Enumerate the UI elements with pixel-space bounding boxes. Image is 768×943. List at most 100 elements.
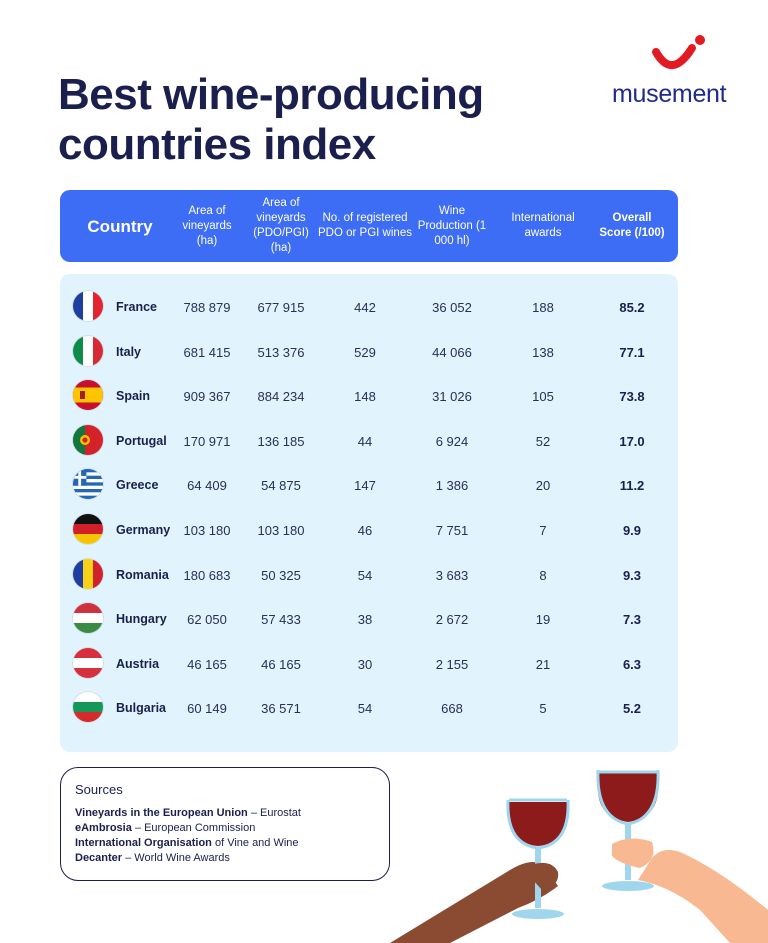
cell-pdo: 677 915 [257, 300, 305, 315]
cell-score: 7.3 [622, 612, 642, 628]
table-row: Bulgaria 60 149 36 571 54 668 5 5.2 [60, 686, 678, 731]
cell-awards: 20 [535, 478, 551, 494]
cell-prod: 31 026 [432, 389, 472, 405]
country-name: Romania [116, 567, 169, 582]
cell-area: 62 050 [187, 612, 227, 628]
brand-name: musement [612, 80, 727, 108]
table-header: Country Area of vineyards (ha) Area of v… [60, 190, 678, 262]
wine-toast-illustration [390, 769, 768, 943]
cell-awards: 7 [539, 523, 547, 538]
source-item: eAmbrosia – European Commission [75, 821, 375, 836]
cell-pdo: 103 180 [257, 523, 305, 538]
source-detail: – Eurostat [247, 807, 301, 819]
source-item: International Organisation of Vine and W… [75, 836, 375, 851]
france-flag-icon [73, 291, 103, 321]
cell-prod: 2 672 [435, 612, 469, 628]
cell-awards: 19 [535, 612, 551, 628]
table-row: Greece 64 409 54 875 147 1 386 20 11.2 [60, 463, 678, 508]
country-name: Austria [116, 656, 160, 671]
cell-reg: 148 [354, 389, 376, 405]
country-name: Portugal [116, 433, 167, 448]
header-awards: International awards [511, 212, 575, 239]
source-detail: of Vine and Wine [211, 837, 299, 849]
romania-flag-icon [73, 558, 103, 589]
bulgaria-flag-icon [73, 692, 103, 723]
country-name: Hungary [116, 612, 167, 627]
cell-prod: 6 924 [435, 433, 469, 449]
cell-score: 11.2 [619, 478, 645, 494]
spain-flag-icon [73, 380, 103, 411]
cell-reg: 54 [357, 567, 373, 583]
title-line-1: Best wine-producing [58, 70, 484, 119]
germany-flag-icon [73, 514, 103, 544]
header-production: Wine Production (1 000 hl) [417, 204, 487, 247]
cell-score: 9.3 [622, 567, 642, 583]
cell-reg: 54 [357, 701, 373, 717]
table-row: Italy 681 415 513 376 529 44 066 138 77.1 [60, 330, 678, 375]
header-country: Country [87, 216, 153, 236]
cell-awards: 21 [535, 656, 551, 672]
cell-reg: 442 [354, 300, 376, 315]
cell-prod: 3 683 [435, 567, 469, 583]
cell-score: 85.2 [619, 300, 645, 315]
cell-prod: 7 751 [435, 523, 469, 538]
title-line-2: countries index [58, 120, 376, 169]
smile-logo-icon [652, 35, 705, 69]
source-name: eAmbrosia [75, 822, 132, 834]
table-row: Romania 180 683 50 325 54 3 683 8 9.3 [60, 553, 678, 598]
source-name: Vineyards in the European Union [75, 807, 248, 819]
cell-score: 73.8 [619, 389, 645, 405]
cell-pdo: 884 234 [257, 389, 305, 405]
cell-area: 788 879 [183, 300, 231, 315]
cell-awards: 5 [539, 701, 547, 717]
cell-awards: 8 [539, 567, 547, 583]
cell-area: 180 683 [183, 567, 231, 583]
country-name: Spain [116, 389, 151, 404]
cell-score: 17.0 [619, 433, 645, 449]
sources-box: Sources Vineyards in the European Union … [60, 767, 390, 881]
country-name: Italy [116, 344, 142, 359]
header-area-pdo: Area of vineyards (PDO/PGI) (ha) [253, 197, 309, 254]
country-name: Bulgaria [116, 701, 167, 716]
cell-reg: 30 [357, 656, 373, 672]
cell-area: 46 165 [187, 656, 227, 672]
header-area: Area of vineyards (ha) [182, 204, 232, 247]
cell-prod: 2 155 [435, 656, 469, 672]
table-row: France 788 879 677 915 442 36 052 188 85.2 [60, 285, 678, 330]
source-detail: – European Commission [131, 822, 256, 834]
cell-prod: 44 066 [432, 344, 472, 360]
header-registered: No. of registered PDO or PGI wines [318, 212, 412, 239]
cell-score: 5.2 [622, 701, 642, 717]
cell-area: 170 971 [183, 433, 231, 449]
cell-reg: 38 [357, 612, 373, 628]
cell-pdo: 36 571 [261, 701, 301, 717]
cell-awards: 138 [532, 344, 554, 360]
page-title: Best wine-producing countries index [58, 70, 484, 170]
cell-awards: 188 [532, 300, 554, 315]
cell-prod: 668 [441, 701, 463, 717]
source-name: Decanter [75, 852, 123, 864]
cell-area: 681 415 [183, 344, 231, 360]
cell-score: 9.9 [622, 523, 642, 538]
cell-area: 64 409 [187, 478, 227, 494]
cell-area: 103 180 [183, 523, 231, 538]
cell-awards: 52 [535, 433, 551, 449]
hungary-flag-icon [73, 603, 103, 634]
wine-glass-icon [506, 798, 570, 919]
source-item: Decanter – World Wine Awards [75, 851, 375, 866]
cell-area: 909 367 [183, 389, 231, 405]
cell-area: 60 149 [187, 701, 227, 717]
cell-reg: 529 [354, 344, 376, 360]
musement-logo: musement [612, 32, 742, 112]
table-body: France 788 879 677 915 442 36 052 188 85.2 Ital… [60, 274, 678, 752]
table-row: Hungary 62 050 57 433 38 2 672 19 7.3 [60, 597, 678, 642]
table-row: Portugal 170 971 136 185 44 6 924 52 17.0 [60, 419, 678, 464]
cell-prod: 36 052 [432, 300, 472, 315]
source-item: Vineyards in the European Union – Eurost… [75, 806, 375, 821]
cell-reg: 147 [354, 478, 376, 494]
cell-reg: 44 [357, 433, 373, 449]
country-name: Greece [116, 478, 159, 493]
table-row: Germany 103 180 103 180 46 7 751 7 9.9 [60, 508, 678, 553]
cell-pdo: 54 875 [261, 478, 301, 494]
table-row: Spain 909 367 884 234 148 31 026 105 73.8 [60, 374, 678, 419]
